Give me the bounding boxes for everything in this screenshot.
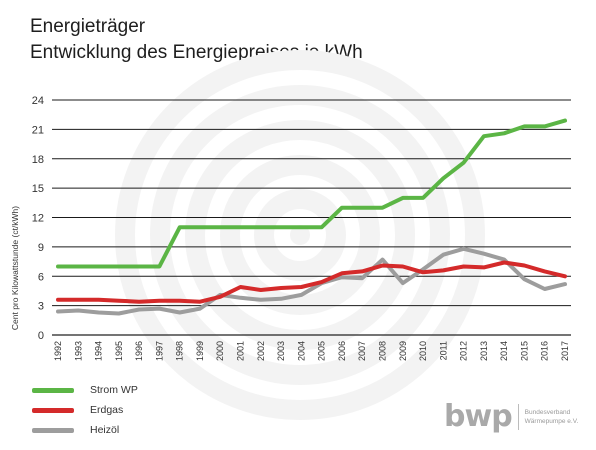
x-tick-label: 1992 (53, 341, 63, 361)
y-tick-label: 12 (32, 213, 44, 225)
watermark-ring (115, 50, 485, 420)
brand-name: Bundesverband Wärmepumpe e.V. (525, 408, 579, 426)
legend-label-strom-wp: Strom WP (90, 384, 138, 396)
x-tick-label: 2011 (438, 341, 448, 360)
brand-name-line-2: Wärmepumpe e.V. (524, 418, 579, 425)
grid-lines (52, 99, 571, 336)
x-tick-label: 1997 (154, 341, 164, 361)
y-tick-label: 9 (38, 242, 44, 254)
x-tick-label: 2004 (296, 341, 306, 361)
x-tick-label: 2014 (499, 341, 509, 361)
bwp-logo: bwp (444, 399, 513, 434)
watermark-center (290, 225, 310, 245)
watermark-ring (185, 120, 415, 350)
legend-label-heizoel: Heizöl (90, 424, 120, 436)
y-axis-label: Cent pro Kilowattstunde (ct/kWh) (10, 206, 20, 330)
brand-name-line-1: Bundesverband (524, 409, 571, 416)
x-tick-label: 2002 (256, 341, 266, 361)
legend-swatch-heizoel (32, 427, 74, 433)
watermark-ring (254, 189, 346, 281)
series-line-strom-wp (56, 118, 567, 269)
y-tick-label: 3 (38, 301, 44, 313)
x-tick-label: 2003 (276, 341, 286, 361)
legend-swatch-erdgas (32, 407, 74, 413)
brand-divider (517, 404, 519, 430)
x-tick-label: 2009 (398, 341, 408, 361)
bwp-brand: bwp Bundesverband Wärmepumpe e.V. (444, 402, 578, 432)
series-line-erdgas (56, 260, 567, 304)
chart-title-line-1: Energieträger (30, 16, 146, 37)
y-tick-label: 24 (32, 95, 44, 107)
x-tick-label: 2015 (519, 341, 529, 361)
legend-swatch-strom-wp (32, 387, 74, 393)
series-line-heizoel (56, 246, 567, 316)
legend-item-heizoel: Heizöl (32, 420, 138, 440)
x-tick-label: 2017 (560, 341, 570, 361)
chart-legend: Strom WP Erdgas Heizöl (32, 380, 138, 440)
y-tick-label: 0 (38, 330, 44, 342)
y-axis-ticks: 0 3 6 9 12 15 18 21 24 (32, 95, 44, 342)
x-tick-label: 2006 (337, 341, 347, 361)
y-tick-label: 15 (32, 183, 44, 195)
legend-item-strom-wp: Strom WP (32, 380, 138, 400)
series-lines (56, 118, 567, 316)
legend-label-erdgas: Erdgas (90, 404, 124, 416)
watermark-ring (220, 155, 380, 315)
x-tick-label: 2016 (540, 341, 550, 361)
x-tick-label: 1993 (73, 341, 83, 361)
watermark-ring (150, 85, 450, 385)
legend-item-erdgas: Erdgas (32, 400, 138, 420)
x-axis-ticks: 1992 1993 1994 1995 1996 1997 1998 1999 2000 2001… (53, 341, 570, 361)
x-tick-label: 1995 (114, 341, 124, 361)
x-tick-label: 2001 (236, 341, 246, 361)
x-tick-label: 2013 (479, 341, 489, 361)
x-tick-label: 2000 (215, 341, 225, 361)
x-tick-label: 2005 (317, 341, 327, 361)
x-tick-label: 2008 (377, 341, 387, 361)
x-tick-label: 1999 (195, 341, 205, 361)
spiral-watermark (115, 50, 485, 420)
y-tick-label: 18 (32, 154, 44, 166)
y-tick-label: 21 (32, 124, 44, 136)
x-tick-label: 2007 (357, 341, 367, 361)
x-tick-label: 2012 (459, 341, 469, 361)
x-tick-label: 1994 (94, 341, 104, 361)
x-tick-label: 1998 (175, 341, 185, 361)
x-tick-label: 1996 (134, 341, 144, 361)
y-tick-label: 6 (38, 271, 44, 283)
x-tick-label: 2010 (418, 341, 428, 361)
